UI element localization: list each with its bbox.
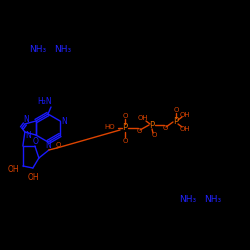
Text: OH: OH bbox=[8, 164, 20, 173]
Text: O: O bbox=[136, 128, 142, 134]
Text: P: P bbox=[174, 118, 178, 126]
Text: OH: OH bbox=[180, 112, 190, 118]
Text: NH₃: NH₃ bbox=[30, 46, 46, 54]
Text: OH: OH bbox=[138, 115, 148, 121]
Text: N: N bbox=[45, 142, 51, 150]
Text: HO: HO bbox=[104, 124, 115, 130]
Text: O: O bbox=[173, 107, 179, 113]
Text: O: O bbox=[33, 138, 39, 146]
Text: H₂N: H₂N bbox=[38, 96, 52, 106]
Text: P: P bbox=[122, 124, 128, 132]
Text: NH₃: NH₃ bbox=[204, 196, 222, 204]
Text: NH₃: NH₃ bbox=[54, 46, 72, 54]
Text: O: O bbox=[122, 113, 128, 119]
Text: P: P bbox=[150, 120, 154, 130]
Text: N: N bbox=[25, 130, 31, 140]
Text: O: O bbox=[122, 138, 128, 144]
Text: O: O bbox=[162, 125, 168, 131]
Text: OH: OH bbox=[180, 126, 190, 132]
Text: O: O bbox=[151, 132, 157, 138]
Text: NH₃: NH₃ bbox=[180, 196, 196, 204]
Text: N: N bbox=[23, 116, 29, 124]
Text: N: N bbox=[61, 116, 67, 126]
Text: OH: OH bbox=[28, 172, 40, 182]
Text: O: O bbox=[55, 142, 60, 148]
